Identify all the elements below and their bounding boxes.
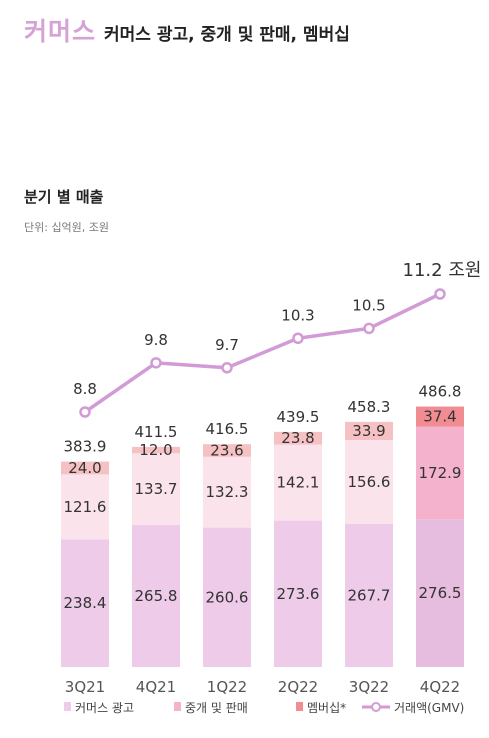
bar-ad bbox=[345, 523, 393, 667]
bar-ad bbox=[61, 539, 109, 667]
value-label-ad: 276.5 bbox=[419, 584, 462, 602]
header: 커머스 커머스 광고, 중개 및 판매, 멤버십 bbox=[24, 12, 350, 48]
bar-membership bbox=[203, 444, 251, 457]
gmv-point bbox=[79, 406, 91, 418]
legend-point-gmv bbox=[371, 702, 381, 712]
legend-swatch-membership bbox=[296, 702, 303, 711]
total-label: 416.5 bbox=[206, 420, 249, 438]
value-label-membership: 37.4 bbox=[423, 408, 456, 426]
total-label: 486.8 bbox=[419, 383, 462, 401]
value-label-membership: 24.0 bbox=[68, 459, 101, 477]
gmv-value-label: 10.3 bbox=[281, 306, 314, 324]
bar-brokerage bbox=[416, 426, 464, 520]
bar-ad bbox=[416, 519, 464, 667]
value-label-brokerage: 132.3 bbox=[206, 483, 249, 501]
value-label-membership: 23.8 bbox=[281, 429, 314, 447]
category-label: 2Q22 bbox=[278, 678, 318, 696]
legend-swatch-brokerage bbox=[174, 702, 181, 711]
bar-membership bbox=[61, 461, 109, 475]
legend-label-membership: 멤버십* bbox=[307, 701, 346, 715]
category-label: 4Q22 bbox=[420, 678, 460, 696]
value-label-brokerage: 121.6 bbox=[64, 498, 107, 516]
bar-brokerage bbox=[61, 474, 109, 540]
section-title: 커머스 bbox=[24, 17, 97, 46]
value-label-brokerage: 172.9 bbox=[419, 464, 462, 482]
value-label-brokerage: 156.6 bbox=[348, 473, 391, 491]
bar-membership bbox=[345, 421, 393, 440]
category-label: 3Q21 bbox=[65, 678, 105, 696]
total-label: 411.5 bbox=[135, 423, 178, 441]
bar-brokerage bbox=[132, 453, 180, 525]
total-label: 439.5 bbox=[277, 408, 320, 426]
gmv-value-label: 10.5 bbox=[352, 296, 385, 314]
gmv-point bbox=[434, 288, 446, 300]
value-label-membership: 23.6 bbox=[210, 441, 243, 459]
total-label: 458.3 bbox=[348, 398, 391, 416]
category-label: 4Q21 bbox=[136, 678, 176, 696]
bar-membership bbox=[416, 406, 464, 427]
gmv-value-label: 11.2 조원 bbox=[403, 260, 482, 281]
gmv-value-label: 9.8 bbox=[144, 331, 168, 349]
bar-brokerage bbox=[274, 444, 322, 521]
gmv-point bbox=[363, 322, 375, 335]
legend-label-brokerage: 중개 및 판매 bbox=[185, 701, 248, 715]
bar-membership bbox=[274, 431, 322, 445]
gmv-line bbox=[84, 292, 441, 414]
gmv-value-label: 8.8 bbox=[73, 380, 97, 398]
bar-brokerage bbox=[203, 456, 251, 528]
category-label: 3Q22 bbox=[349, 678, 389, 696]
gmv-point bbox=[292, 332, 304, 344]
gmv-point bbox=[221, 362, 233, 374]
value-label-brokerage: 133.7 bbox=[135, 480, 178, 498]
legend-swatch-ad bbox=[64, 702, 71, 711]
section-subtitle: 커머스 광고, 중개 및 판매, 멤버십 bbox=[104, 25, 350, 45]
value-label-ad: 267.7 bbox=[348, 586, 391, 604]
value-label-membership: 33.9 bbox=[352, 422, 385, 440]
value-label-membership: 12.0 bbox=[139, 441, 172, 459]
unit-note: 단위: 십억원, 조원 bbox=[24, 221, 110, 234]
value-label-brokerage: 142.1 bbox=[277, 474, 320, 492]
gmv-value-label: 9.7 bbox=[215, 336, 239, 354]
chart-title: 분기 별 매출 bbox=[24, 188, 104, 206]
gmv-point bbox=[150, 357, 162, 369]
value-label-ad: 238.4 bbox=[64, 594, 107, 612]
bar-ad bbox=[132, 524, 180, 667]
value-label-ad: 265.8 bbox=[135, 587, 178, 605]
bar-brokerage bbox=[345, 439, 393, 524]
bar-ad bbox=[203, 527, 251, 667]
legend-label-gmv: 거래액(GMV) bbox=[394, 701, 464, 715]
bar-ad bbox=[274, 520, 322, 667]
category-label: 1Q22 bbox=[207, 678, 247, 696]
legend-label-ad: 커머스 광고 bbox=[75, 701, 134, 715]
value-label-ad: 260.6 bbox=[206, 588, 249, 606]
value-label-ad: 273.6 bbox=[277, 585, 320, 603]
total-label: 383.9 bbox=[64, 438, 107, 456]
bar-membership bbox=[132, 446, 180, 454]
